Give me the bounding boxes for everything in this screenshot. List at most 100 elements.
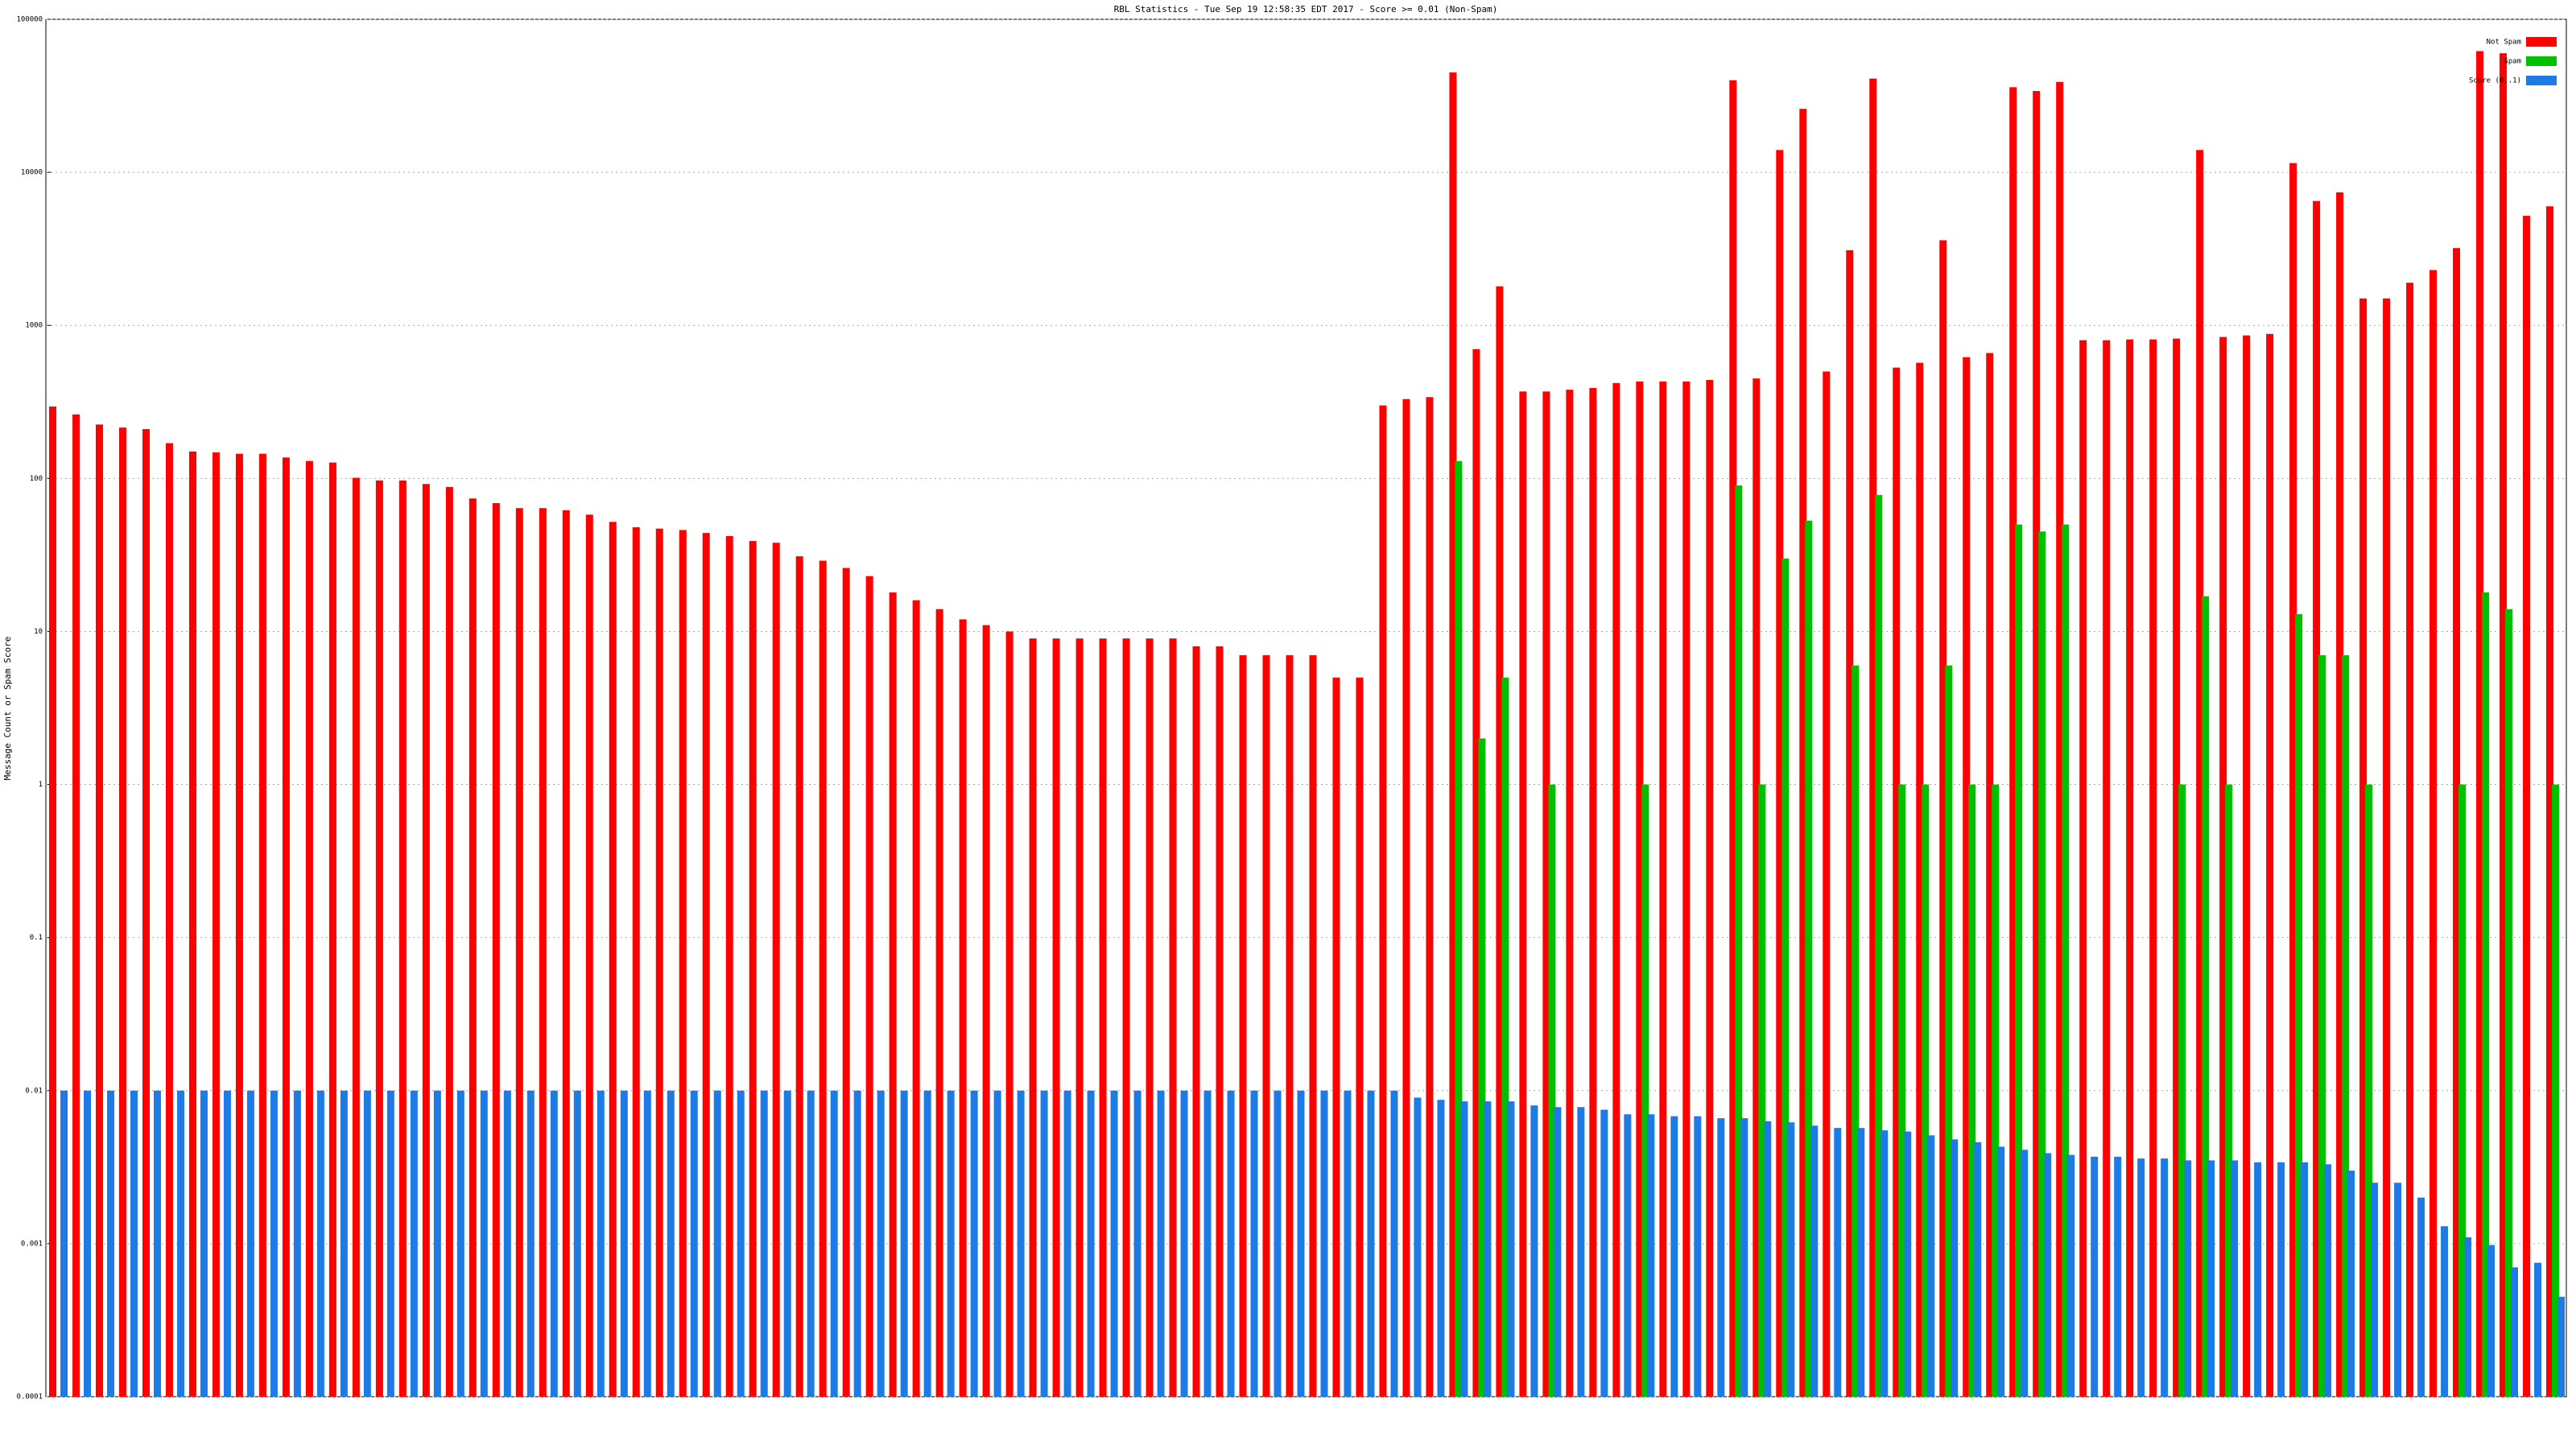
bar — [1740, 1118, 1748, 1397]
bar — [1110, 1090, 1118, 1397]
bar — [2161, 1158, 2169, 1397]
bar — [1945, 665, 1953, 1397]
bar — [188, 451, 196, 1397]
legend-label: Not Spam — [2487, 39, 2521, 47]
bar — [2342, 654, 2350, 1397]
bar — [1997, 1146, 2005, 1397]
bar — [1577, 1107, 1585, 1397]
bar — [1542, 391, 1550, 1397]
bar — [1670, 1116, 1678, 1397]
bar — [398, 480, 407, 1397]
bar — [679, 530, 687, 1397]
bar — [2546, 206, 2554, 1397]
bar — [1735, 485, 1743, 1397]
bar — [1344, 1090, 1352, 1397]
bar — [2021, 1150, 2029, 1397]
bar — [2523, 216, 2531, 1397]
bar — [1752, 378, 1761, 1397]
bar — [1367, 1090, 1375, 1397]
bar — [760, 1090, 768, 1397]
bar — [1904, 1131, 1912, 1397]
bar — [1717, 1118, 1725, 1397]
bar — [597, 1090, 605, 1397]
bar — [1460, 1101, 1468, 1397]
bar — [795, 556, 803, 1397]
bar — [2067, 1154, 2075, 1397]
bar — [702, 533, 710, 1397]
bar — [1951, 1139, 1959, 1397]
bar — [83, 1090, 91, 1397]
bar — [1968, 784, 1976, 1397]
bar — [1099, 638, 1107, 1397]
bar — [900, 1090, 908, 1397]
bar — [807, 1090, 815, 1397]
bar — [1356, 677, 1364, 1397]
bar — [1898, 784, 1906, 1397]
bar — [1478, 738, 1486, 1397]
bar — [2231, 1160, 2239, 1397]
bar — [1472, 349, 1480, 1397]
bar — [2196, 150, 2204, 1397]
bar — [690, 1090, 698, 1397]
bar — [246, 1090, 254, 1397]
bar — [2207, 1160, 2215, 1397]
bar — [386, 1090, 394, 1397]
bar — [853, 1090, 861, 1397]
bar — [142, 429, 150, 1397]
bar — [1963, 357, 1971, 1397]
bar — [1320, 1090, 1328, 1397]
bar — [2313, 200, 2321, 1397]
bar — [2476, 51, 2484, 1397]
bar — [947, 1090, 955, 1397]
bar — [1426, 397, 1434, 1397]
bar — [1122, 638, 1130, 1397]
bar — [1869, 78, 1877, 1397]
bar — [2044, 1153, 2052, 1397]
bar — [1332, 677, 1340, 1397]
bar — [1852, 665, 1860, 1397]
bar — [1075, 638, 1084, 1397]
bar — [2091, 1156, 2099, 1397]
bar — [1507, 1101, 1515, 1397]
bar — [923, 1090, 931, 1397]
y-tick-label: 10000 — [21, 169, 43, 177]
legend-label: Score (0..1) — [2469, 77, 2521, 85]
bar — [889, 592, 897, 1397]
bar — [2149, 339, 2157, 1397]
bar — [1781, 558, 1790, 1397]
bar — [1414, 1097, 1422, 1397]
bar — [223, 1090, 231, 1397]
bar — [2009, 87, 2017, 1397]
bar — [912, 600, 920, 1397]
bar — [585, 514, 593, 1397]
bar — [2243, 335, 2251, 1397]
bar — [2254, 1162, 2262, 1397]
y-tick-label: 0.1 — [30, 934, 43, 942]
y-tick-label: 0.001 — [21, 1240, 43, 1248]
bar — [713, 1090, 721, 1397]
bar — [1484, 1101, 1492, 1397]
bar — [667, 1090, 675, 1397]
bar — [2033, 91, 2041, 1397]
bar — [456, 1090, 464, 1397]
bar — [1729, 80, 1737, 1397]
bar — [2114, 1156, 2122, 1397]
bar — [1916, 362, 1924, 1397]
bar — [2359, 298, 2368, 1397]
bar — [1437, 1100, 1445, 1397]
bar — [1641, 784, 1649, 1397]
bar — [2056, 81, 2064, 1397]
bar — [783, 1090, 791, 1397]
bar — [1986, 353, 1994, 1397]
bar — [235, 453, 243, 1397]
bar — [982, 625, 990, 1397]
bar — [2365, 784, 2373, 1397]
bar — [842, 568, 850, 1397]
bar — [1939, 240, 1947, 1397]
bar — [526, 1090, 535, 1397]
bar — [1805, 520, 1813, 1397]
bar — [2458, 784, 2467, 1397]
bar — [1764, 1121, 1772, 1397]
bar — [165, 443, 173, 1397]
